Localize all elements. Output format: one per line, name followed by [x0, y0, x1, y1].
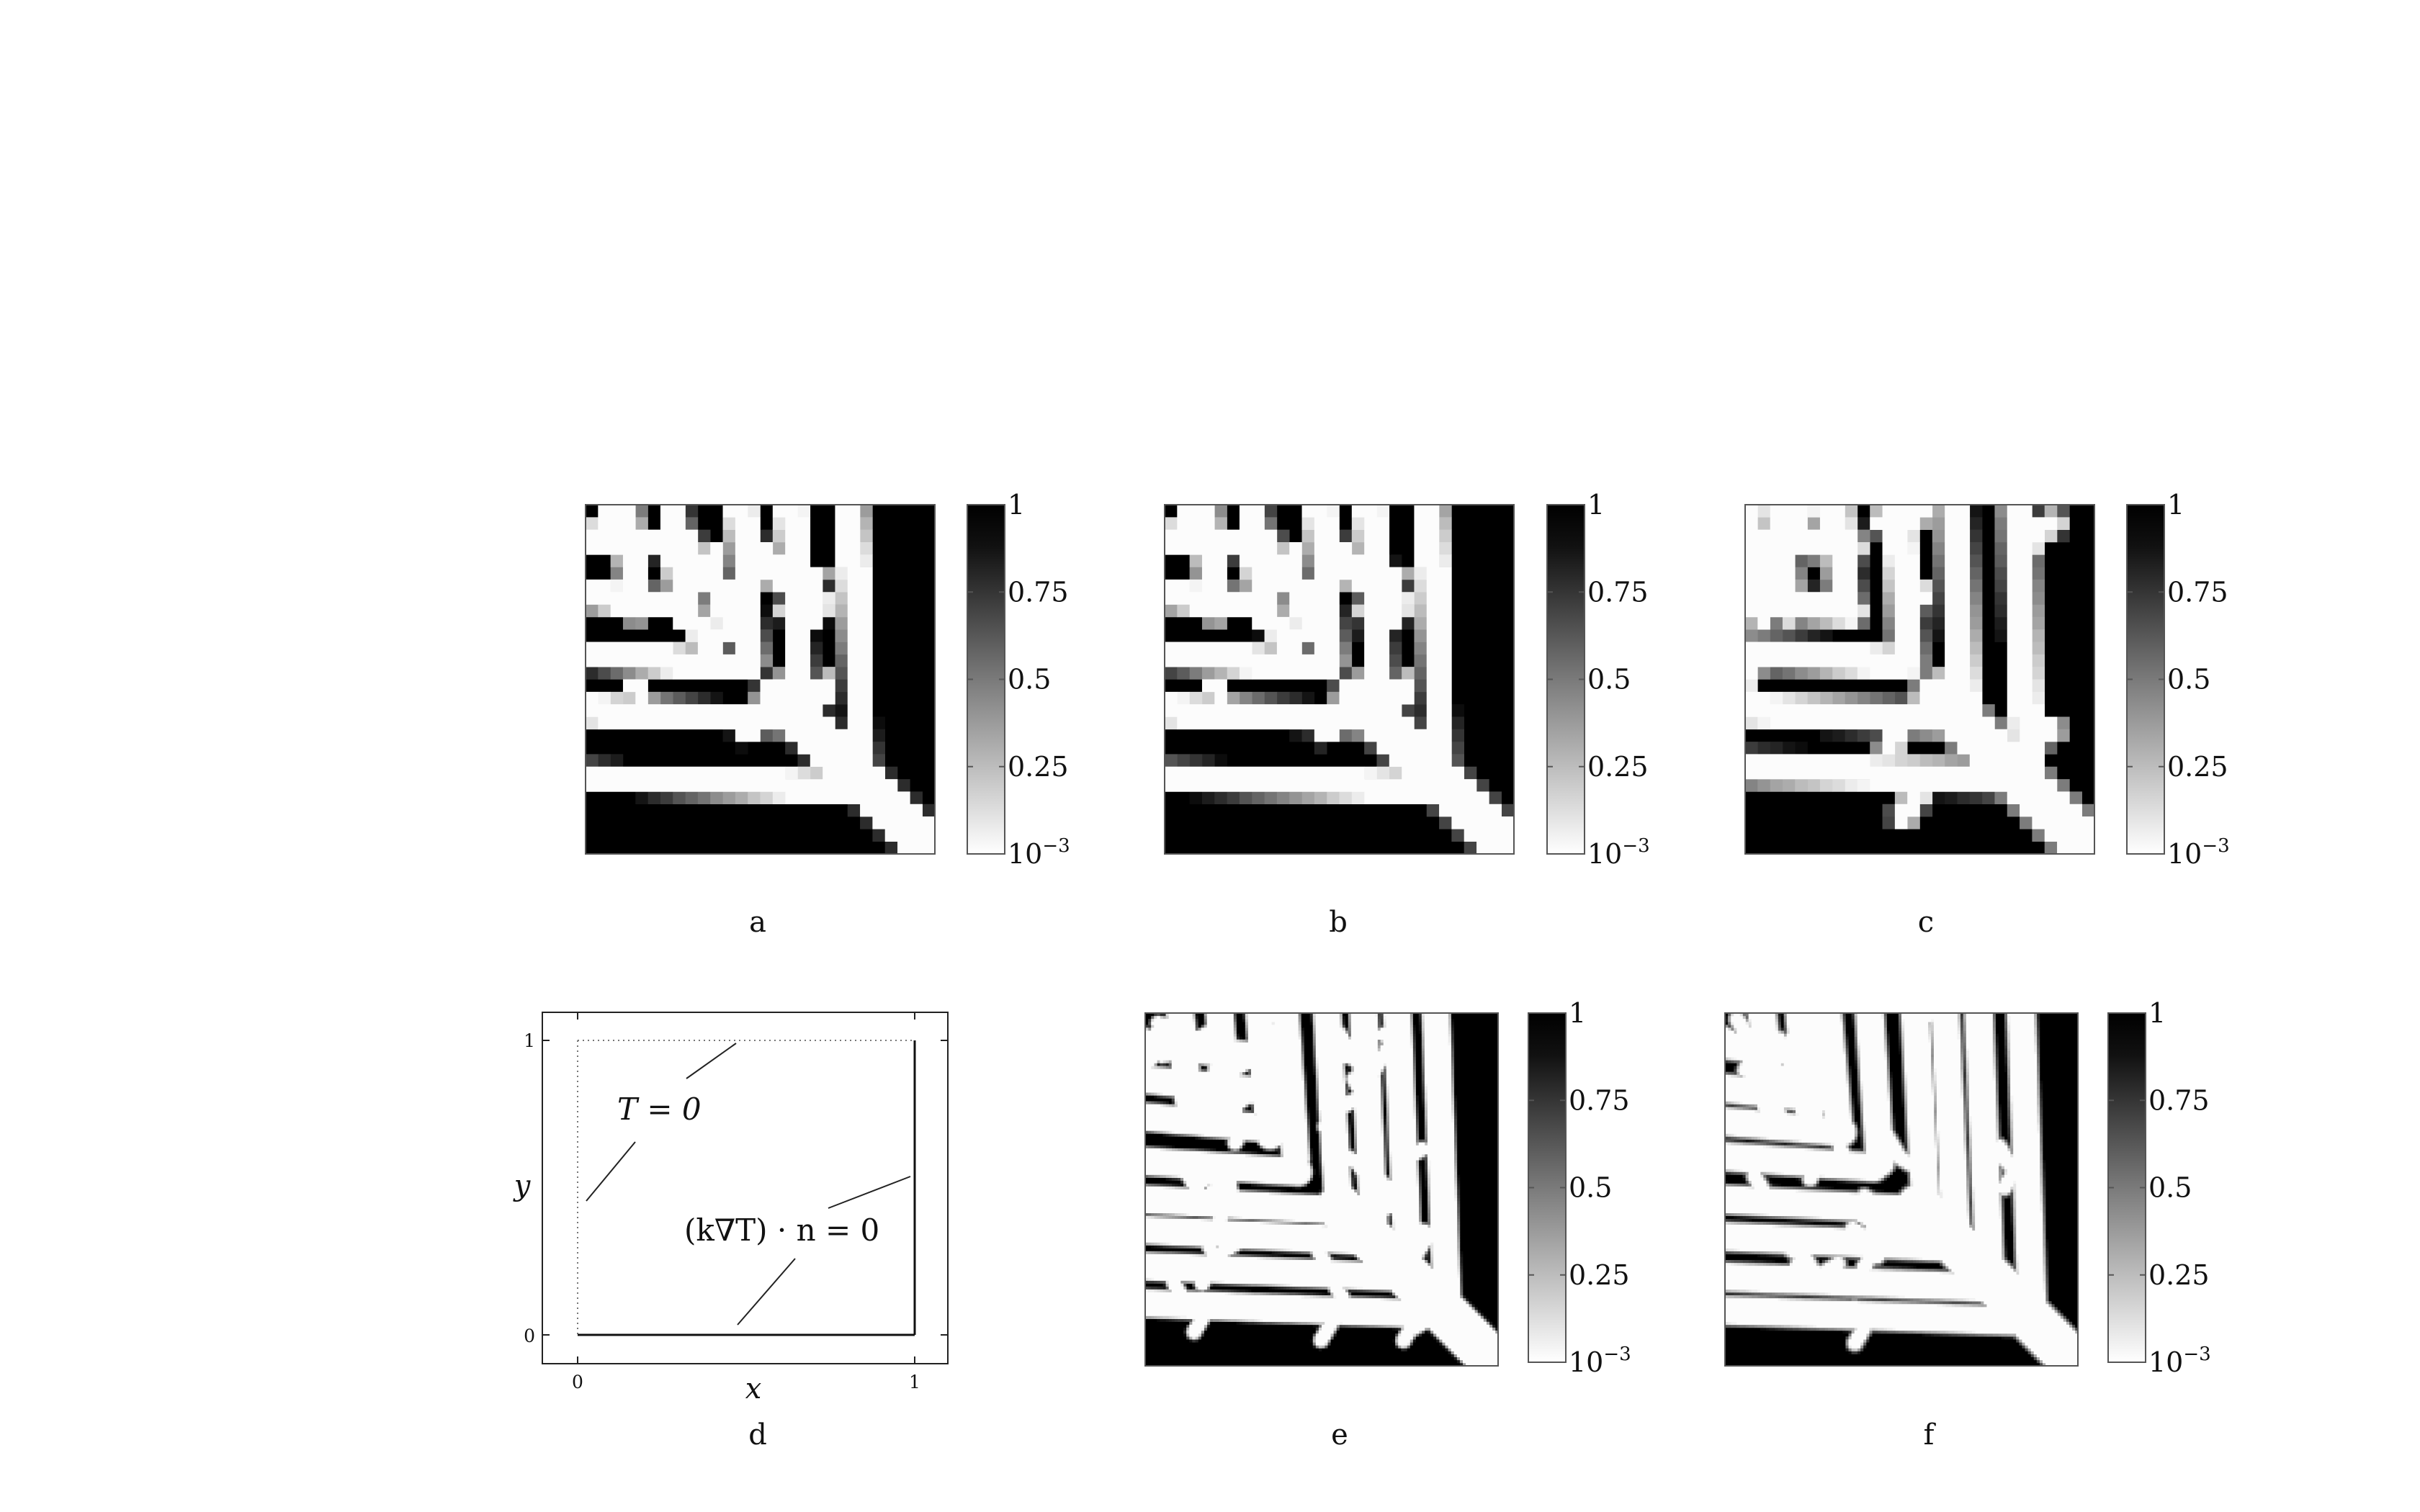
panel-label-a: a	[749, 906, 766, 939]
x-axis-label: x	[745, 1372, 762, 1405]
colorbar-tick-label: 1	[2148, 997, 2166, 1029]
density-cells	[1745, 505, 2058, 768]
colorbar-tick-label: 10−3	[1569, 1344, 1631, 1378]
density-cells	[1145, 1016, 1461, 1349]
dirichlet-condition: T = 0	[617, 1092, 702, 1127]
colorbar-tick-label: 1	[2167, 489, 2184, 521]
density-map-f-frame	[1724, 1012, 2079, 1367]
colorbar-c: 1 0.75 0.5 0.25 10−3	[2126, 489, 2230, 870]
panel-f: 1 0.75 0.5 0.25 10−3 f	[1724, 997, 2211, 1452]
colorbar-gradient	[1528, 1012, 1567, 1363]
colorbar-tick-label: 0.5	[2167, 664, 2210, 696]
density-map-e-frame	[1144, 1012, 1499, 1367]
colorbar-gradient	[967, 504, 1005, 855]
colorbar-tick-exponent: −3	[1603, 1344, 1631, 1365]
colorbar-tick-label: 10−3	[1587, 835, 1650, 870]
density-cells	[586, 505, 936, 855]
density-cells	[1145, 1013, 1461, 1346]
panel-d: 0 1 0 1 x y T = 0 (k∇T) · n = 0 d	[513, 1012, 949, 1452]
colorbar-e: 1 0.75 0.5 0.25 10−3	[1528, 997, 1631, 1378]
density-map-a-frame	[585, 504, 936, 855]
colorbar-a: 1 0.75 0.5 0.25 10−3	[967, 489, 1070, 870]
colorbar-b: 1 0.75 0.5 0.25 10−3	[1546, 489, 1650, 870]
density-cells	[1745, 505, 2095, 855]
density-cells	[1770, 541, 2058, 755]
axes-box	[542, 1012, 949, 1364]
density-cells	[673, 642, 774, 742]
density-cells	[660, 691, 786, 805]
colorbar-tick-label: 10−3	[2148, 1344, 2211, 1378]
colorbar-tick-label: 1	[1587, 489, 1605, 521]
panel-c: 1 0.75 0.5 0.25 10−3 c	[1744, 489, 2230, 939]
panel-a: 1 0.75 0.5 0.25 10−3 a	[585, 489, 1070, 939]
colorbar-tick-label: 0.25	[1008, 751, 1069, 783]
density-map-b-frame	[1164, 504, 1515, 855]
y-tick-label-0: 0	[524, 1326, 535, 1346]
leader-dirichlet-left	[586, 1141, 636, 1202]
colorbar-tick-label: 0.75	[2167, 576, 2228, 608]
colorbar-tick-label: 10−3	[2167, 835, 2230, 870]
colorbar-tick-label: 0.75	[1008, 576, 1069, 608]
colorbar-tick-exponent: −3	[1042, 835, 1070, 857]
x-tick-label-0: 0	[572, 1372, 583, 1392]
colorbar-tick-label: 10−3	[1008, 835, 1070, 870]
density-cells	[1165, 505, 1515, 855]
panel-e: 1 0.75 0.5 0.25 10−3 e	[1144, 997, 1631, 1452]
density-cells	[610, 517, 873, 618]
density-cells	[1725, 1016, 2046, 1334]
colorbar-tick-label: 0.25	[1587, 751, 1649, 783]
density-map-c	[1745, 505, 2095, 855]
panel-b: 1 0.75 0.5 0.25 10−3 b	[1164, 489, 1650, 939]
colorbar-tick-exponent: −3	[2183, 1344, 2210, 1365]
colorbar-tick-label: 0.75	[2148, 1084, 2210, 1116]
density-cells	[1770, 517, 1983, 755]
colorbar-tick-label: 0.25	[1569, 1259, 1630, 1291]
colorbar-tick-label: 0.75	[1569, 1084, 1630, 1116]
leader-neumann-bottom	[737, 1258, 796, 1326]
panel-label-c: c	[1918, 906, 1934, 939]
density-cells	[1919, 554, 2008, 618]
density-cells	[1795, 742, 1808, 755]
colorbar-tick-label: 1	[1008, 489, 1025, 521]
colorbar-tick-label: 0.25	[2148, 1259, 2210, 1291]
colorbar-tick-label: 0.5	[1587, 664, 1631, 696]
density-map-c-frame	[1744, 504, 2095, 855]
colorbar-tick-label: 0.5	[2148, 1172, 2192, 1204]
density-map-e	[1145, 1013, 1499, 1367]
colorbar-tick-label: 0.5	[1569, 1172, 1612, 1204]
colorbar-tick-label: 1	[1569, 997, 1586, 1029]
density-cells	[1725, 1013, 2079, 1367]
x-tick-label-1: 1	[909, 1372, 920, 1392]
colorbar-gradient	[2126, 504, 2165, 855]
panel-label-d: d	[748, 1418, 767, 1452]
leader-dirichlet-top	[686, 1043, 737, 1079]
colorbar-tick-label: 0.25	[2167, 751, 2228, 783]
density-cells	[1145, 1013, 1499, 1367]
panel-label-f: f	[1924, 1418, 1937, 1452]
neumann-condition: (k∇T) · n = 0	[684, 1212, 879, 1248]
density-map-f	[1725, 1013, 2079, 1367]
density-cells	[1214, 505, 1315, 605]
panel-label-e: e	[1331, 1418, 1348, 1452]
leader-neumann-right	[828, 1176, 911, 1209]
colorbar-tick-label: 0.75	[1587, 576, 1649, 608]
y-axis-label: y	[513, 1169, 532, 1202]
density-map-a	[586, 505, 936, 855]
density-cells	[1725, 1013, 2079, 1367]
colorbar-f: 1 0.75 0.5 0.25 10−3	[2107, 997, 2211, 1378]
y-tick-label-1: 1	[524, 1030, 535, 1051]
density-map-b	[1165, 505, 1515, 855]
panel-label-b: b	[1329, 906, 1348, 939]
colorbar-tick-exponent: −3	[1622, 835, 1649, 857]
colorbar-tick-label: 0.5	[1008, 664, 1051, 696]
colorbar-tick-exponent: −3	[2202, 835, 2229, 857]
